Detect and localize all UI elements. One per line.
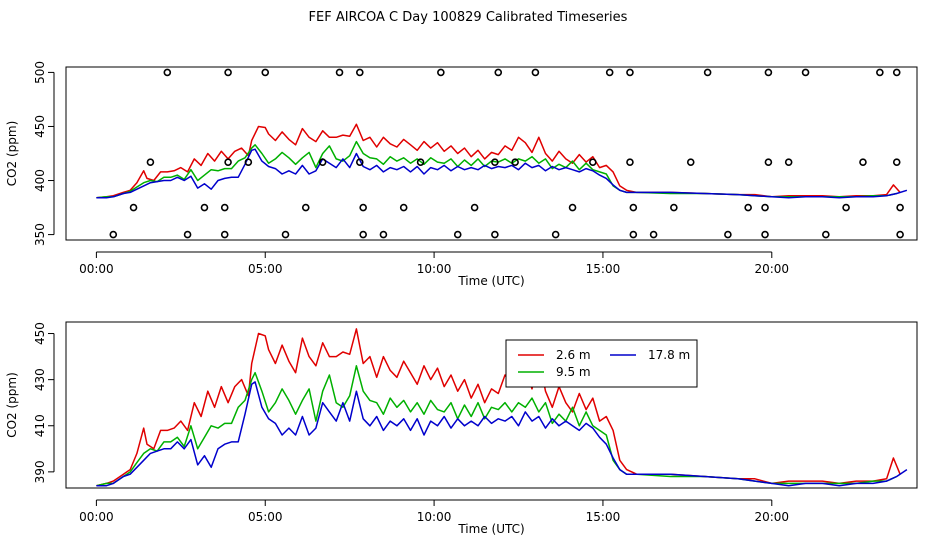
scatter-point <box>494 68 503 77</box>
scatter-point <box>470 203 479 212</box>
scatter-point <box>301 203 310 212</box>
scatter-point <box>568 203 577 212</box>
series-line-17-8-m <box>96 148 908 199</box>
chart-title: FEF AIRCOA C Day 100829 Calibrated Times… <box>308 10 628 25</box>
x-axis-label: Time (UTC) <box>457 274 524 288</box>
scatter-point <box>244 158 253 166</box>
scatter-point <box>876 68 884 77</box>
scatter-point <box>224 158 232 166</box>
legend-box <box>505 339 698 388</box>
x-tick-label: 00:00 <box>79 262 114 276</box>
x-axis-label: Time (UTC) <box>457 522 524 536</box>
series-group <box>96 328 908 487</box>
scatter-point <box>896 230 904 239</box>
scatter-point <box>355 158 364 166</box>
scatter-point <box>261 68 270 77</box>
scatter-point <box>359 203 367 212</box>
top-panel: 00:00 05:00 10:00 15:00 20:00 Time (UTC) 350 40… <box>5 61 918 288</box>
y-axis-label: CO2 (ppm) <box>5 121 19 187</box>
x-tick-label: 20:00 <box>754 510 789 524</box>
scatter-point <box>183 230 192 239</box>
x-tick-label: 05:00 <box>248 262 283 276</box>
y-tick-label: 450 <box>33 115 47 138</box>
legend-label: 2.6 m <box>556 348 591 362</box>
scatter-point <box>318 158 327 166</box>
x-tick-label: 15:00 <box>586 510 621 524</box>
plot-frame <box>65 66 918 241</box>
y-tick-label: 400 <box>33 169 47 192</box>
bottom-panel: 00:00 05:00 10:00 15:00 20:00 Time (UTC) 390 41… <box>5 321 918 536</box>
series-group <box>96 123 908 199</box>
scatter-point <box>416 158 425 166</box>
y-axis-label: CO2 (ppm) <box>5 372 19 438</box>
scatter-point <box>437 68 445 77</box>
x-tick-label: 05:00 <box>248 510 283 524</box>
y-tick-label: 410 <box>33 414 47 437</box>
series-line-2-6-m <box>96 328 901 487</box>
legend-label: 17.8 m <box>648 348 690 362</box>
scatter-point <box>649 230 658 239</box>
scatter-point <box>744 203 752 212</box>
scatter-point <box>589 158 597 166</box>
x-tick-label: 10:00 <box>417 510 452 524</box>
scatter-point <box>491 230 499 239</box>
scatter-point <box>801 68 810 77</box>
scatter-point <box>784 158 793 166</box>
series-line-9-5-m <box>96 140 897 199</box>
series-line-17-8-m <box>96 381 908 487</box>
scatter-point <box>892 68 901 77</box>
x-tick-label: 15:00 <box>586 262 621 276</box>
scatter-point <box>109 230 118 239</box>
scatter-point <box>224 68 232 77</box>
series-line-9-5-m <box>96 365 898 487</box>
scatter-point <box>892 158 901 166</box>
scatter-point <box>399 203 408 212</box>
y-tick-label: 350 <box>33 223 47 246</box>
series-line-2-6-m <box>96 123 901 199</box>
scatter-point <box>764 158 773 166</box>
y-tick-label: 430 <box>33 368 47 391</box>
scatter-point <box>281 230 290 239</box>
scatter-point <box>200 203 209 212</box>
scatter-point <box>626 68 634 77</box>
scatter-point <box>531 68 540 77</box>
x-tick-label: 10:00 <box>417 262 452 276</box>
scatter-point <box>129 203 138 212</box>
scatter-point <box>761 203 769 212</box>
scatter-point <box>724 230 732 239</box>
scatter-point <box>511 158 519 166</box>
x-tick-label: 00:00 <box>79 510 114 524</box>
scatter-point <box>629 203 638 212</box>
scatter-point <box>453 230 462 239</box>
scatter-point <box>670 203 678 212</box>
scatter-point <box>761 230 769 239</box>
scatter-point <box>379 230 388 239</box>
scatter-point <box>626 158 634 166</box>
scatter-point <box>896 203 904 212</box>
y-tick-label: 450 <box>33 322 47 345</box>
x-tick-label: 20:00 <box>754 262 789 276</box>
y-tick-label: 500 <box>33 61 47 84</box>
scatter-point <box>859 158 867 166</box>
scatter-point <box>359 230 367 239</box>
scatter-point <box>355 68 364 77</box>
scatter-point <box>629 230 638 239</box>
scatter-point <box>605 68 614 77</box>
scatter-point <box>335 68 344 77</box>
scatter-point <box>220 203 229 212</box>
scatter-point <box>703 68 712 77</box>
scatter-point <box>822 230 830 239</box>
scatter-point <box>163 68 172 77</box>
y-tick-label: 390 <box>33 460 47 483</box>
scatter-point <box>551 230 560 239</box>
scatter-point <box>842 203 850 212</box>
plot-frame <box>65 321 918 489</box>
scatter-point <box>146 158 155 166</box>
scatter-point <box>686 158 695 166</box>
legend-label: 9.5 m <box>556 365 591 379</box>
scatter-point <box>764 68 773 77</box>
scatter-point <box>220 230 229 239</box>
scatter-point <box>491 158 499 166</box>
